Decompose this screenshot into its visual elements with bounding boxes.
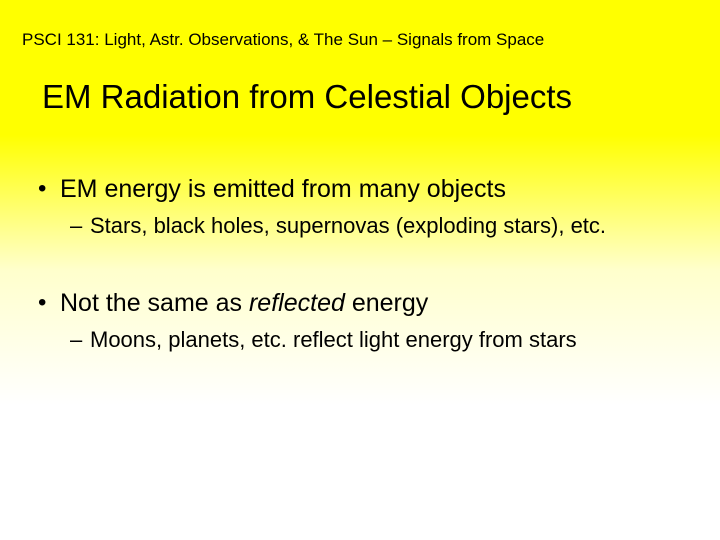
slide-content: EM energy is emitted from many objects S… [38, 175, 682, 402]
bullet-text-italic: reflected [249, 289, 345, 317]
bullet-level-1: EM energy is emitted from many objects [38, 175, 682, 204]
bullet-text-suffix: energy [345, 289, 428, 317]
bullet-level-1: Not the same as reflected energy [38, 289, 682, 318]
bullet-level-2: Stars, black holes, supernovas (explodin… [38, 212, 682, 241]
course-header: PSCI 131: Light, Astr. Observations, & T… [22, 30, 544, 50]
slide-title: EM Radiation from Celestial Objects [42, 78, 572, 116]
bullet-text-prefix: Not the same as [60, 289, 249, 317]
bullet-level-2: Moons, planets, etc. reflect light energ… [38, 326, 682, 355]
